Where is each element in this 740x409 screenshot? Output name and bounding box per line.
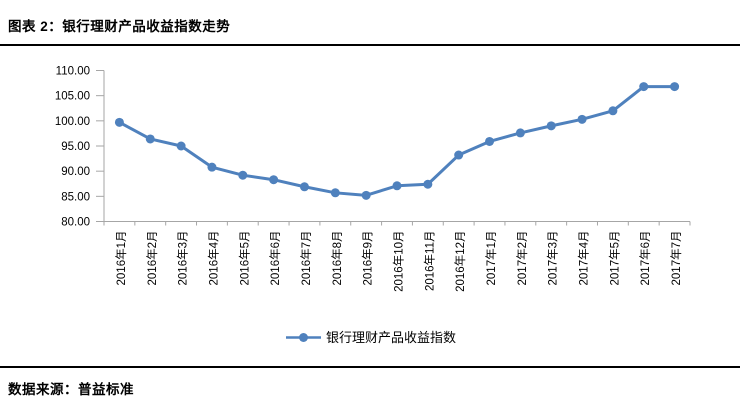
- data-point: [670, 82, 680, 92]
- x-axis-label: 2017年5月: [607, 231, 621, 286]
- y-axis-label: 90.00: [61, 166, 90, 178]
- y-axis-label: 100.00: [55, 116, 90, 128]
- data-point: [515, 128, 525, 138]
- x-axis-label: 2016年3月: [176, 231, 190, 286]
- data-point: [485, 136, 495, 146]
- y-axis-label: 95.00: [61, 141, 90, 153]
- data-point: [423, 179, 433, 189]
- x-axis-label: 2016年2月: [145, 231, 159, 286]
- data-point: [546, 121, 556, 131]
- x-axis-label: 2016年10月: [392, 231, 406, 292]
- x-axis-label: 2017年1月: [484, 231, 498, 286]
- x-axis-label: 2016年1月: [114, 231, 128, 286]
- data-point: [145, 134, 155, 144]
- data-point: [238, 170, 248, 180]
- x-axis-label: 2016年5月: [237, 231, 251, 286]
- x-axis-label: 2016年9月: [361, 231, 375, 286]
- legend-label: 银行理财产品收益指数: [326, 330, 456, 345]
- page-title: 图表 2：银行理财产品收益指数走势: [8, 19, 231, 34]
- data-point: [299, 182, 309, 192]
- data-point: [608, 106, 618, 116]
- x-axis-label: 2017年7月: [669, 231, 683, 286]
- y-axis-label: 110.00: [56, 66, 90, 78]
- x-axis-label: 2016年6月: [268, 231, 282, 286]
- x-axis-label: 2017年2月: [515, 231, 529, 286]
- legend-marker-icon: [299, 333, 308, 342]
- x-axis-label: 2017年4月: [577, 231, 591, 286]
- x-axis-label: 2017年3月: [546, 231, 560, 286]
- data-point: [639, 82, 649, 92]
- x-axis-label: 2017年6月: [638, 231, 652, 286]
- header-divider: [0, 44, 740, 46]
- x-axis-label: 2016年11月: [422, 231, 436, 292]
- y-axis-label: 80.00: [61, 217, 90, 229]
- data-point: [207, 162, 217, 172]
- x-axis-label: 2016年4月: [206, 231, 220, 286]
- data-point: [392, 181, 402, 191]
- footer-divider: [0, 366, 740, 368]
- data-point: [577, 114, 587, 124]
- x-axis-label: 2016年8月: [330, 231, 344, 286]
- data-series-line: [117, 85, 677, 197]
- data-point: [454, 150, 464, 160]
- data-point: [330, 188, 340, 198]
- y-axis-label: 105.00: [55, 91, 90, 103]
- data-point: [114, 117, 124, 127]
- data-point: [269, 175, 279, 185]
- data-point: [361, 190, 371, 200]
- y-axis-label: 85.00: [61, 191, 90, 203]
- x-axis-label: 2016年12月: [453, 231, 467, 292]
- x-axis-label: 2016年7月: [299, 231, 313, 286]
- data-source-label: 数据来源：普益标准: [8, 382, 134, 397]
- data-point: [176, 141, 186, 151]
